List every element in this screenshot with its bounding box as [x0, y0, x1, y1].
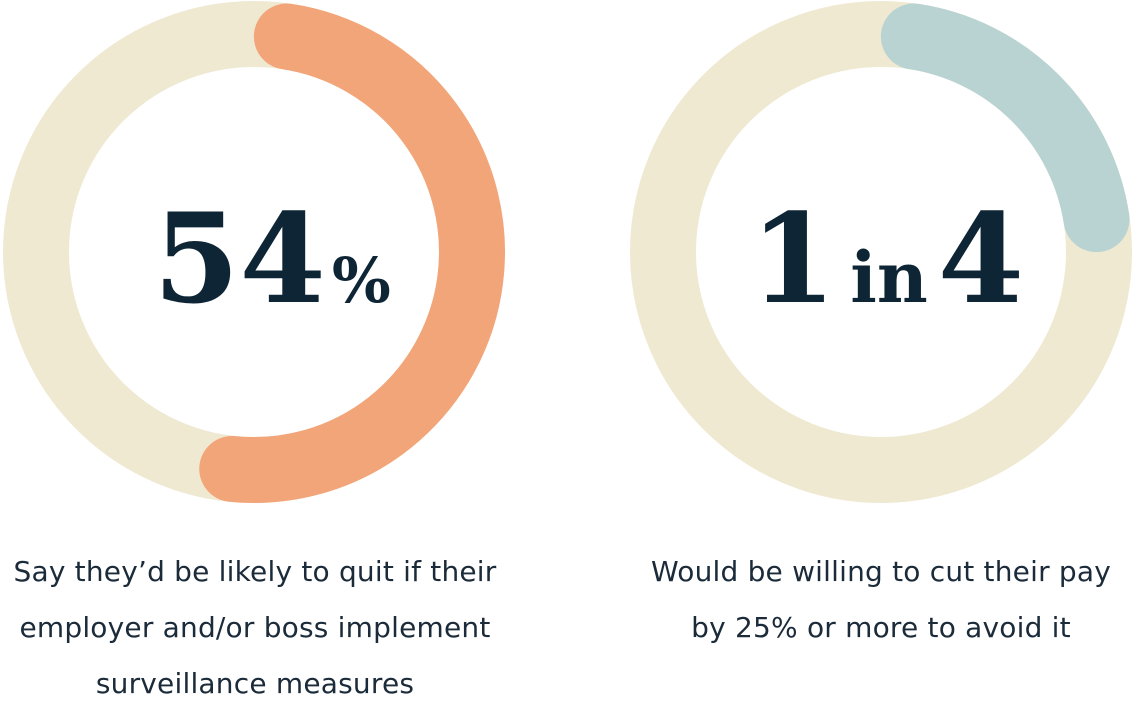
- stat-caption: Say they’d be likely to quit if their em…: [13, 555, 497, 700]
- stat-caption: Would be willing to cut their pay by 25%…: [651, 555, 1111, 644]
- donut-value-arc: [199, 3, 505, 503]
- stat-value: 1 in4: [750, 187, 1024, 332]
- stat-number-a: 1: [750, 187, 836, 332]
- donut-chart-quit: 54%: [3, 1, 505, 503]
- stat-percent-sign: %: [332, 244, 391, 317]
- stat-number-b: 4: [938, 187, 1024, 332]
- donut-chart-pay-cut: 1 in4: [630, 1, 1132, 503]
- stat-number: 54: [153, 187, 326, 332]
- donut-value-arc: [880, 3, 1130, 253]
- stat-value: 54%: [153, 187, 390, 332]
- stat-connector: in: [850, 236, 928, 319]
